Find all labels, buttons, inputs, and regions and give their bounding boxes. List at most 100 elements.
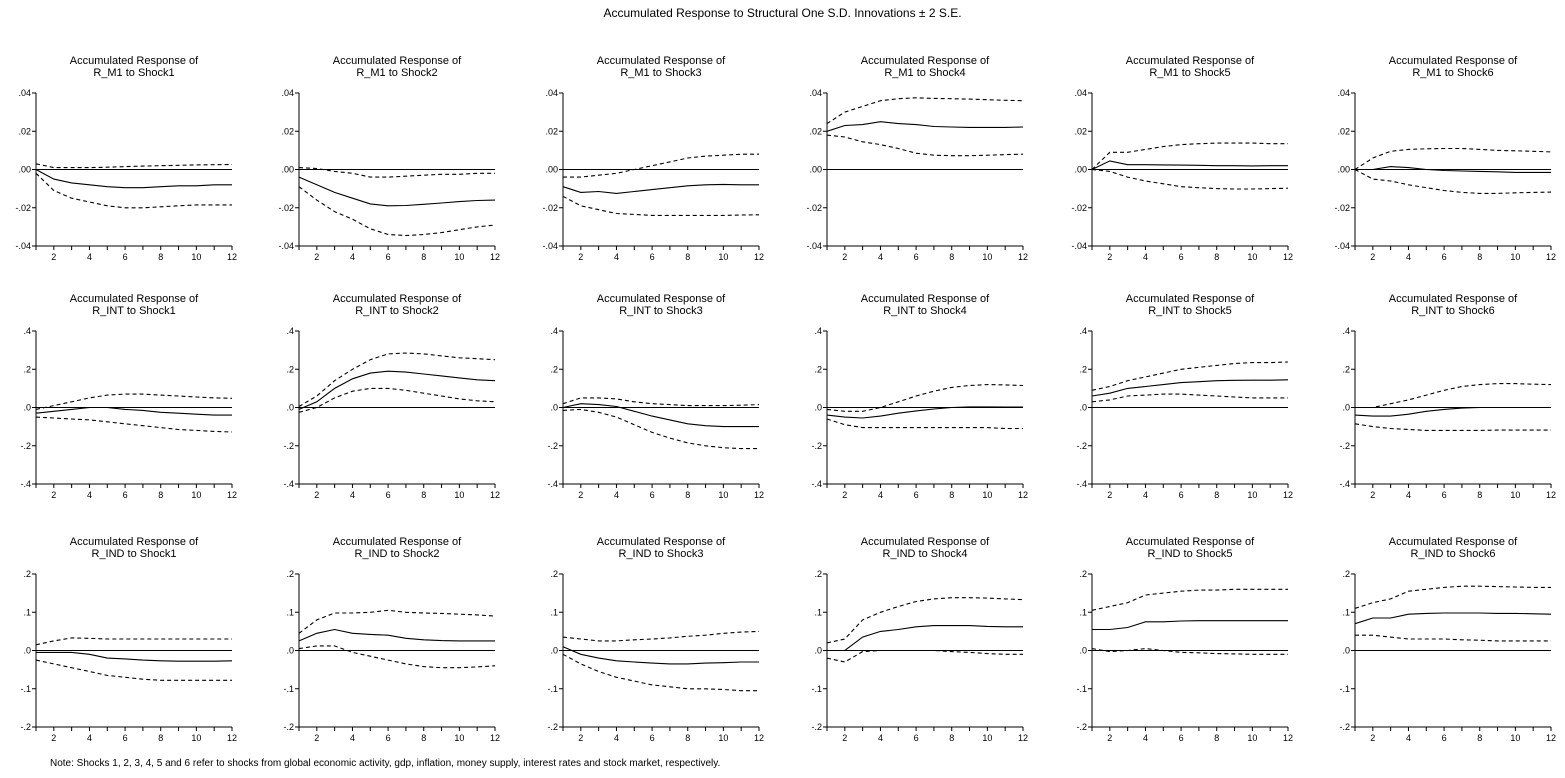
x-tick-label: 4 (1406, 490, 1411, 500)
panel-3-4: Accumulated Response ofR_IND to Shock4.2… (811, 536, 1028, 743)
y-tick-label: -.4 (283, 479, 294, 489)
x-tick-label: 12 (490, 252, 500, 262)
y-tick-label: -.4 (1339, 479, 1350, 489)
y-tick-label: .00 (545, 165, 558, 175)
x-tick-label: 10 (191, 490, 201, 500)
y-tick-label: -.2 (811, 722, 822, 732)
x-tick-label: 12 (1283, 252, 1293, 262)
y-tick-label: -.04 (1071, 241, 1087, 251)
panel-1-6: Accumulated Response ofR_M1 to Shock6.04… (1334, 55, 1556, 262)
lower-band-line (36, 173, 232, 208)
y-tick-label: .00 (809, 165, 822, 175)
x-tick-label: 10 (1247, 490, 1257, 500)
lower-band-line (1092, 170, 1288, 190)
panel-title-line1: Accumulated Response of (333, 536, 462, 548)
upper-band-line (1355, 149, 1551, 170)
x-tick-label: 10 (1510, 252, 1520, 262)
lower-band-line (827, 651, 1023, 663)
lower-band-line (299, 187, 495, 236)
y-tick-label: .0 (550, 646, 558, 656)
y-tick-label: -.1 (283, 684, 294, 694)
panel-title-line1: Accumulated Response of (597, 293, 726, 305)
response-line (1355, 613, 1551, 624)
panel-title-line1: Accumulated Response of (597, 536, 726, 548)
x-tick-label: 4 (350, 490, 355, 500)
x-tick-label: 12 (1546, 490, 1556, 500)
panel-title-line2: R_M1 to Shock6 (1412, 67, 1493, 79)
x-tick-label: 6 (650, 490, 655, 500)
x-tick-label: 4 (350, 252, 355, 262)
upper-band-line (299, 353, 495, 407)
panel-title-line1: Accumulated Response of (70, 293, 199, 305)
x-tick-label: 2 (1107, 733, 1112, 743)
upper-band-line (563, 154, 759, 177)
y-tick-label: .4 (1342, 326, 1350, 336)
panel-title-line2: R_INT to Shock5 (1148, 305, 1232, 317)
x-tick-label: 4 (878, 733, 883, 743)
x-tick-label: 10 (1247, 733, 1257, 743)
x-tick-label: 6 (650, 733, 655, 743)
y-tick-label: .0 (286, 403, 294, 413)
lower-band-line (299, 388, 495, 412)
x-tick-label: 8 (158, 252, 163, 262)
panel-title-line2: R_M1 to Shock2 (356, 67, 437, 79)
x-tick-label: 6 (1179, 252, 1184, 262)
y-tick-label: .2 (286, 364, 294, 374)
panel-title-line2: R_INT to Shock4 (883, 305, 967, 317)
x-tick-label: 2 (51, 490, 56, 500)
x-tick-label: 6 (123, 490, 128, 500)
x-tick-label: 6 (1442, 490, 1447, 500)
panel-title-line2: R_IND to Shock6 (1411, 548, 1496, 560)
x-tick-label: 6 (914, 490, 919, 500)
y-tick-label: -.04 (542, 241, 558, 251)
x-tick-label: 8 (685, 252, 690, 262)
panel-3-2: Accumulated Response ofR_IND to Shock2 .2… (283, 536, 500, 743)
y-tick-label: -.2 (20, 441, 31, 451)
y-tick-label: -.02 (806, 203, 822, 213)
x-tick-label: 2 (1370, 490, 1375, 500)
x-tick-label: 10 (982, 252, 992, 262)
x-tick-label: 8 (949, 733, 954, 743)
panel-2-6: Accumulated Response ofR_INT to Shock6.4… (1339, 293, 1556, 500)
panel-title-line2: R_M1 to Shock3 (620, 67, 701, 79)
y-tick-label: .0 (1079, 646, 1087, 656)
x-tick-label: 6 (1442, 733, 1447, 743)
x-tick-label: 12 (1018, 733, 1028, 743)
panel-title-line2: R_IND to Shock1 (92, 548, 177, 560)
y-tick-label: .2 (1079, 364, 1087, 374)
y-tick-label: .4 (286, 326, 294, 336)
x-tick-label: 6 (1442, 252, 1447, 262)
x-tick-label: 12 (227, 490, 237, 500)
x-tick-label: 10 (1510, 733, 1520, 743)
y-tick-label: .1 (550, 607, 558, 617)
x-tick-label: 12 (1018, 252, 1028, 262)
x-tick-label: 12 (227, 733, 237, 743)
y-tick-label: .02 (1074, 126, 1087, 136)
upper-band-line (827, 598, 1023, 643)
y-tick-label: -.2 (1339, 722, 1350, 732)
y-tick-label: .1 (23, 607, 31, 617)
response-line (36, 652, 232, 661)
response-line (827, 626, 1023, 651)
y-tick-label: -.2 (547, 722, 558, 732)
y-tick-label: -.04 (15, 241, 31, 251)
x-tick-label: 12 (1546, 733, 1556, 743)
y-tick-label: -.2 (811, 441, 822, 451)
x-tick-label: 12 (490, 490, 500, 500)
y-tick-label: .2 (550, 569, 558, 579)
x-tick-label: 12 (1018, 490, 1028, 500)
x-tick-label: 4 (614, 490, 619, 500)
x-tick-label: 6 (386, 733, 391, 743)
x-tick-label: 4 (1406, 252, 1411, 262)
y-tick-label: -.2 (1076, 722, 1087, 732)
panel-3-3: Accumulated Response ofR_IND to Shock3 .2… (547, 536, 764, 743)
panel-title-line1: Accumulated Response of (861, 293, 990, 305)
response-line (1092, 161, 1288, 170)
x-tick-label: 4 (878, 490, 883, 500)
x-tick-label: 12 (490, 733, 500, 743)
x-tick-label: 10 (718, 490, 728, 500)
panel-1-5: Accumulated Response ofR_M1 to Shock5.04… (1071, 55, 1293, 262)
panel-title-line1: Accumulated Response of (70, 55, 199, 67)
panel-1-4: Accumulated Response ofR_M1 to Shock4.04… (806, 55, 1028, 262)
y-tick-label: .0 (1342, 403, 1350, 413)
